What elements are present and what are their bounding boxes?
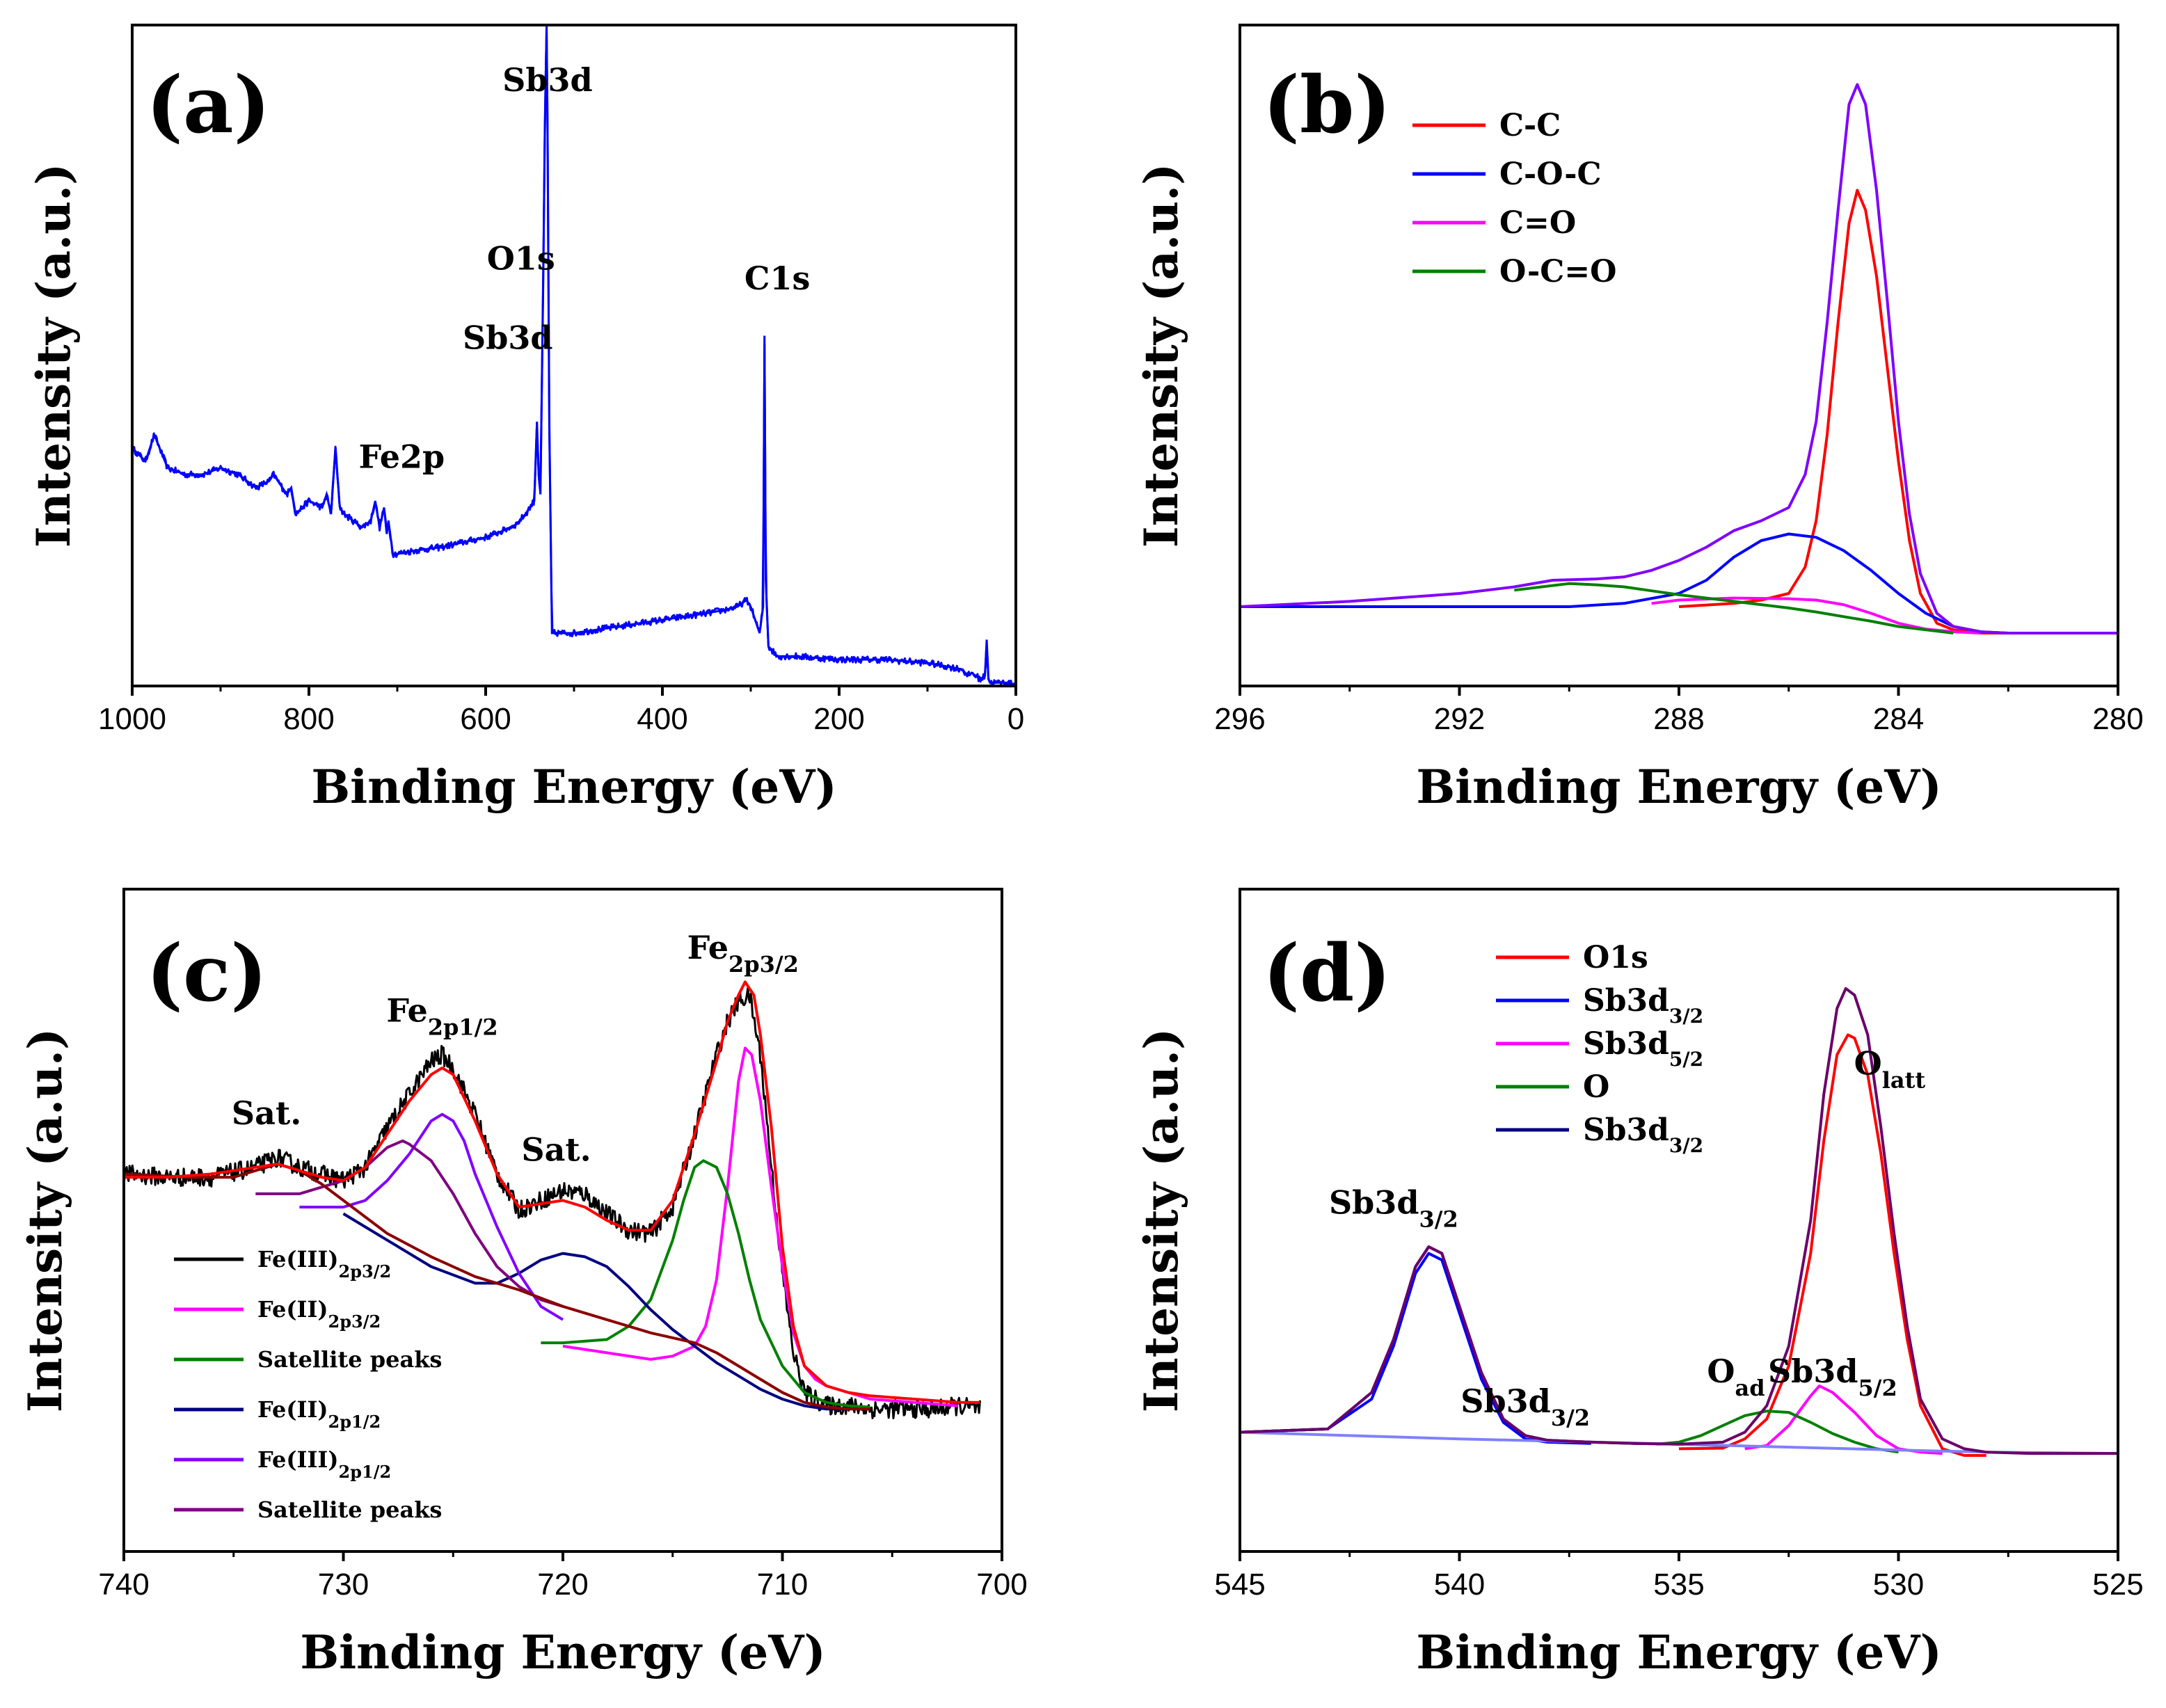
legend-entry: O	[1583, 1069, 1609, 1105]
peak-annotation: O1s	[487, 240, 555, 278]
x-tick-label: 400	[637, 702, 687, 736]
legend-entry: Fe(II)2p1/2	[257, 1396, 381, 1432]
series-group	[1240, 83, 2118, 634]
series-line-c-7	[124, 980, 980, 1404]
series-line-c-6	[124, 1163, 870, 1411]
series-line-d-1	[1240, 1252, 1591, 1445]
x-tick-label: 545	[1214, 1567, 1265, 1602]
x-tick-label: 535	[1653, 1567, 1704, 1602]
legend-entry: Satellite peaks	[257, 1346, 442, 1373]
x-tick-label: 740	[98, 1567, 149, 1602]
legend-entry: C-O-C	[1499, 157, 1602, 192]
legend-entry: Sb3d3/2	[1583, 983, 1703, 1028]
x-tick-label: 1000	[98, 702, 166, 736]
peak-annotation: Sat.	[232, 1094, 301, 1132]
series-group	[132, 25, 1016, 686]
series-line-d-6	[1240, 987, 2118, 1455]
x-tick-label: 200	[813, 702, 864, 736]
x-tick-label: 0	[1008, 702, 1024, 736]
series-line-d-3	[1657, 1410, 1899, 1454]
legend: C-C C-O-C C=O O-C=O	[1412, 108, 1616, 289]
legend-entry: Sb3d5/2	[1583, 1026, 1703, 1071]
y-axis-title: Intensity (a.u.)	[26, 163, 81, 548]
panel-label: (b)	[1263, 60, 1391, 151]
y-axis-title: Intensity (a.u.)	[1134, 163, 1188, 548]
x-tick-label: 720	[537, 1567, 588, 1602]
panel-label: (c)	[146, 928, 267, 1019]
legend-entry: Fe(III)2p1/2	[257, 1446, 391, 1482]
series-line-c-3	[342, 1212, 849, 1411]
legend-entry: C-C	[1499, 108, 1561, 143]
peak-annotation: Olatt	[1854, 1045, 1926, 1094]
panel-a: 1000 800 600 400 200 0 Binding Energy (eV) Inte…	[26, 24, 1024, 814]
survey-peaks-line	[132, 25, 1016, 685]
legend-entry: Fe(II)2p3/2	[257, 1296, 381, 1332]
peak-annotation: Fe2p1/2	[386, 991, 497, 1040]
x-axis-title: Binding Energy (eV)	[1416, 760, 1941, 814]
peak-annotation: Sat.	[521, 1131, 591, 1168]
x-tick-label: 296	[1214, 702, 1265, 736]
x-tick-label: 540	[1434, 1567, 1485, 1602]
x-tick-label: 284	[1873, 702, 1924, 736]
x-tick-label: 730	[318, 1567, 369, 1602]
x-tick-label: 525	[2092, 1567, 2143, 1602]
panel-b: 296 292 288 284 280 Binding Energy (eV) Intens…	[1134, 24, 2144, 814]
series-line-b-3	[1514, 582, 1954, 634]
series-line-d-2	[1744, 1384, 1943, 1455]
series-group	[124, 980, 981, 1419]
x-axis-title: Binding Energy (eV)	[311, 760, 836, 814]
legend-entry: O1s	[1583, 940, 1648, 975]
legend-entry: C=O	[1499, 205, 1576, 241]
peak-annotation: Fe2p3/2	[687, 929, 799, 977]
y-axis-title: Intensity (a.u.)	[18, 1028, 72, 1413]
series-line-c-4	[299, 1112, 564, 1321]
x-tick-label: 600	[460, 702, 511, 736]
peak-annotation: Sb3d	[502, 61, 593, 99]
series-line-b-4	[1240, 83, 2118, 634]
peak-annotation: Sb3d3/2	[1460, 1382, 1590, 1431]
panel-d: 545 540 535 530 525 Binding Energy (eV) Intens…	[1134, 888, 2144, 1679]
peak-annotation: Fe2p	[359, 438, 445, 476]
panel-label: (d)	[1263, 928, 1391, 1019]
x-axis-title: Binding Energy (eV)	[1416, 1625, 1941, 1679]
legend: Fe(III)2p3/2 Fe(II)2p3/2 Satellite peaks Fe…	[174, 1246, 442, 1523]
legend-entry: Fe(III)2p3/2	[257, 1246, 391, 1282]
x-tick-label: 280	[2092, 702, 2143, 736]
series-group	[1240, 987, 2118, 1457]
peak-annotation: Oad	[1707, 1352, 1765, 1401]
series-line-b-1	[1240, 532, 2118, 634]
series-line-d-0	[1678, 1033, 1986, 1457]
legend-entry: Sb3d3/2	[1583, 1112, 1703, 1157]
legend-entry: Satellite peaks	[257, 1497, 442, 1523]
x-tick-label: 288	[1653, 702, 1704, 736]
peak-annotation: C1s	[744, 260, 811, 297]
panel-c: 740 730 720 710 700 Binding Energy (eV) Intens…	[18, 888, 1028, 1679]
x-tick-label: 800	[283, 702, 334, 736]
x-axis-title: Binding Energy (eV)	[300, 1625, 825, 1679]
legend-entry: O-C=O	[1499, 254, 1616, 289]
x-tick-label: 700	[976, 1567, 1027, 1602]
x-tick-label: 710	[757, 1567, 808, 1602]
panel-label: (a)	[146, 60, 271, 151]
x-tick-label: 530	[1873, 1567, 1924, 1602]
series-line-c-5	[255, 1139, 564, 1308]
peak-annotation: Sb3d	[463, 319, 553, 357]
peak-annotation: Sb3d3/2	[1329, 1183, 1458, 1232]
y-axis-title: Intensity (a.u.)	[1134, 1028, 1188, 1413]
x-tick-label: 292	[1434, 702, 1485, 736]
